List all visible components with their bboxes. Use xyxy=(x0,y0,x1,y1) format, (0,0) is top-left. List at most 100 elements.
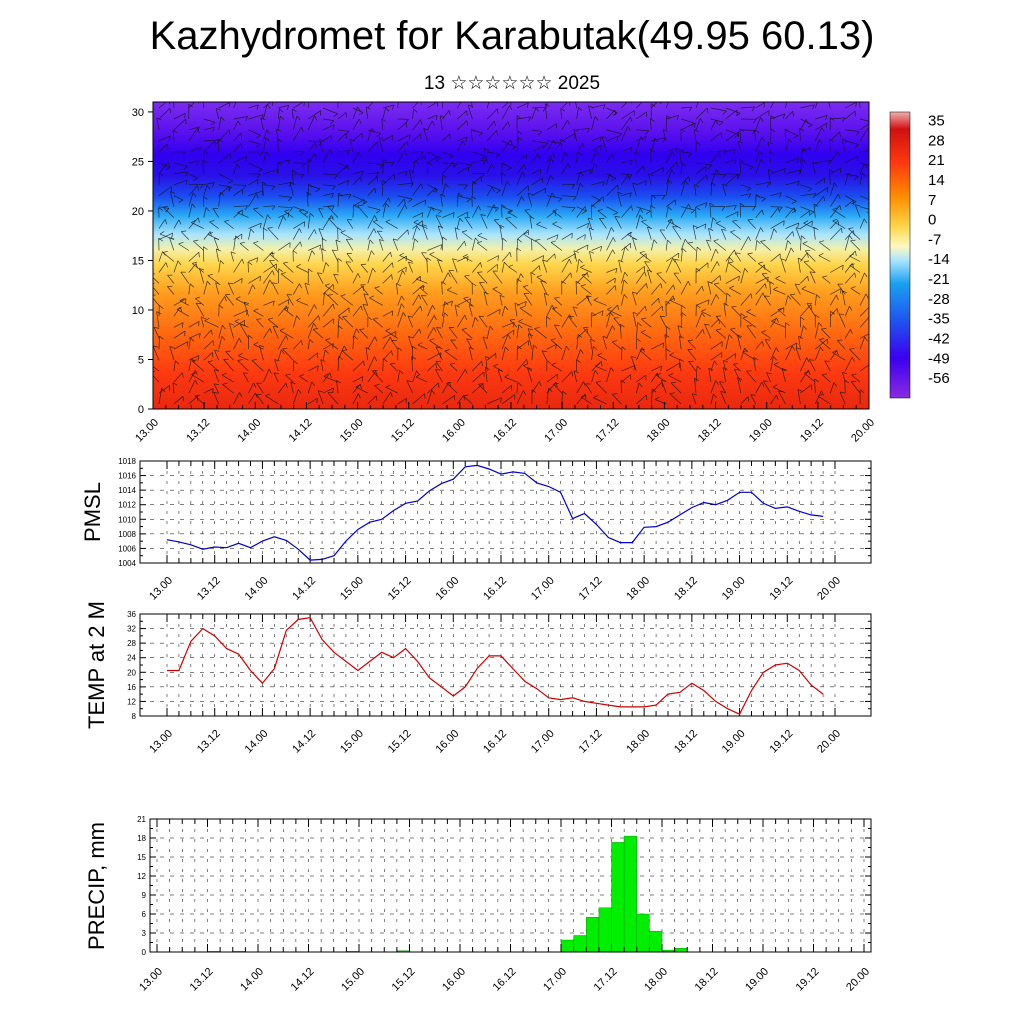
wind-barb xyxy=(320,359,324,372)
y-tick-label: 12 xyxy=(137,872,146,881)
wind-barb xyxy=(845,140,859,145)
wind-barb-flag xyxy=(813,193,817,199)
wind-barb xyxy=(800,206,815,213)
wind-barb xyxy=(687,349,697,361)
wind-barb xyxy=(367,336,376,350)
wind-barb-flag xyxy=(347,150,351,155)
wind-barb-flag xyxy=(381,118,387,122)
wind-barb-flag xyxy=(346,238,352,241)
wind-barb xyxy=(651,372,658,383)
wind-barb-flag xyxy=(617,191,623,195)
wind-barb xyxy=(188,203,193,218)
wind-barb xyxy=(590,338,592,350)
wind-barb xyxy=(472,371,485,383)
wind-barb-flag xyxy=(475,237,479,242)
wind-barb-flag xyxy=(274,359,280,362)
wind-barb-flag xyxy=(313,328,319,330)
wind-barb-flag xyxy=(373,317,378,320)
x-tick-label: 13.00 xyxy=(147,728,175,756)
wind-barb-flag xyxy=(446,287,452,291)
wind-barb-flag xyxy=(331,193,334,199)
wind-barb xyxy=(203,329,212,339)
wind-barb xyxy=(323,184,336,187)
x-tick-label: 16.00 xyxy=(433,575,461,603)
wind-barb-flag xyxy=(808,147,811,153)
wind-barb xyxy=(272,326,279,339)
wind-barb-flag xyxy=(281,349,285,355)
wind-barb-flag xyxy=(742,349,748,353)
wind-barb xyxy=(830,193,839,207)
wind-barb-flag xyxy=(807,188,813,192)
wind-barb xyxy=(408,336,413,350)
wind-barb-flag xyxy=(238,338,242,343)
wind-barb xyxy=(785,102,788,109)
colorbar-tick-label: -49 xyxy=(928,350,950,367)
x-tick-label: 17.12 xyxy=(592,966,620,994)
wind-barb-flag xyxy=(183,166,188,170)
wind-barb-flag xyxy=(286,294,292,296)
wind-barb xyxy=(785,169,801,175)
y-tick-label: 15 xyxy=(137,853,146,862)
wind-barb xyxy=(599,218,607,229)
x-tick-label: 13.12 xyxy=(188,966,216,994)
wind-barb xyxy=(203,388,214,394)
wind-barb-flag xyxy=(839,391,845,394)
wind-barb-flag xyxy=(809,359,815,361)
wind-barb-flag xyxy=(782,113,786,119)
wind-barb-flag xyxy=(356,328,360,334)
wind-barb-flag xyxy=(752,119,757,124)
wind-barb xyxy=(775,278,786,284)
wind-barb xyxy=(849,255,861,262)
wind-barb xyxy=(263,152,267,163)
wind-barb-flag xyxy=(621,346,627,351)
wind-barb xyxy=(377,230,384,240)
wind-barb xyxy=(222,384,234,394)
wind-barb xyxy=(378,137,384,152)
wind-barb-flag xyxy=(792,231,795,237)
wind-barb-flag xyxy=(599,136,602,142)
heatmap-warm-core xyxy=(260,314,350,409)
wind-barb-flag xyxy=(544,188,546,194)
wind-barb-flag xyxy=(578,107,583,112)
wind-barb-flag xyxy=(542,259,548,262)
wind-barb-flag xyxy=(687,339,693,342)
wind-barb-flag xyxy=(508,264,514,268)
wind-barb xyxy=(740,193,751,197)
wind-barb xyxy=(516,171,523,185)
wind-barb-flag xyxy=(634,151,640,155)
wind-barb-flag xyxy=(193,239,199,242)
wind-barb-flag xyxy=(338,95,342,98)
wind-barb xyxy=(331,249,339,262)
wind-barb xyxy=(845,102,857,109)
wind-barb-flag xyxy=(561,280,567,285)
wind-barb-flag xyxy=(196,160,200,166)
wind-barb xyxy=(516,102,529,109)
wind-barb xyxy=(551,364,562,372)
wind-barb xyxy=(435,361,443,372)
wind-barb-flag xyxy=(629,160,633,166)
wind-barb xyxy=(545,316,548,328)
wind-barb-flag xyxy=(501,204,506,208)
wind-barb-flag xyxy=(803,325,807,330)
wind-barb-flag xyxy=(810,271,816,274)
wind-barb-flag xyxy=(639,250,645,254)
wind-barb xyxy=(708,228,712,240)
y-tick-label: 28 xyxy=(127,639,136,648)
wind-barb xyxy=(472,360,482,372)
wind-barb xyxy=(322,303,334,317)
wind-barb xyxy=(419,287,428,295)
wind-barb-flag xyxy=(200,184,204,189)
wind-barb xyxy=(382,262,393,273)
wind-barb-flag xyxy=(422,224,428,227)
wind-barb-flag xyxy=(214,141,216,147)
wind-barb-flag xyxy=(245,156,247,162)
wind-barb xyxy=(576,349,581,361)
wind-barb xyxy=(576,206,586,218)
wind-barb-flag xyxy=(722,174,726,179)
wind-barb xyxy=(442,151,454,157)
precip-bar xyxy=(636,913,650,953)
wind-barb xyxy=(230,251,234,262)
wind-barb-flag xyxy=(440,244,443,250)
wind-barb xyxy=(860,206,869,210)
wind-barb-flag xyxy=(363,293,369,296)
